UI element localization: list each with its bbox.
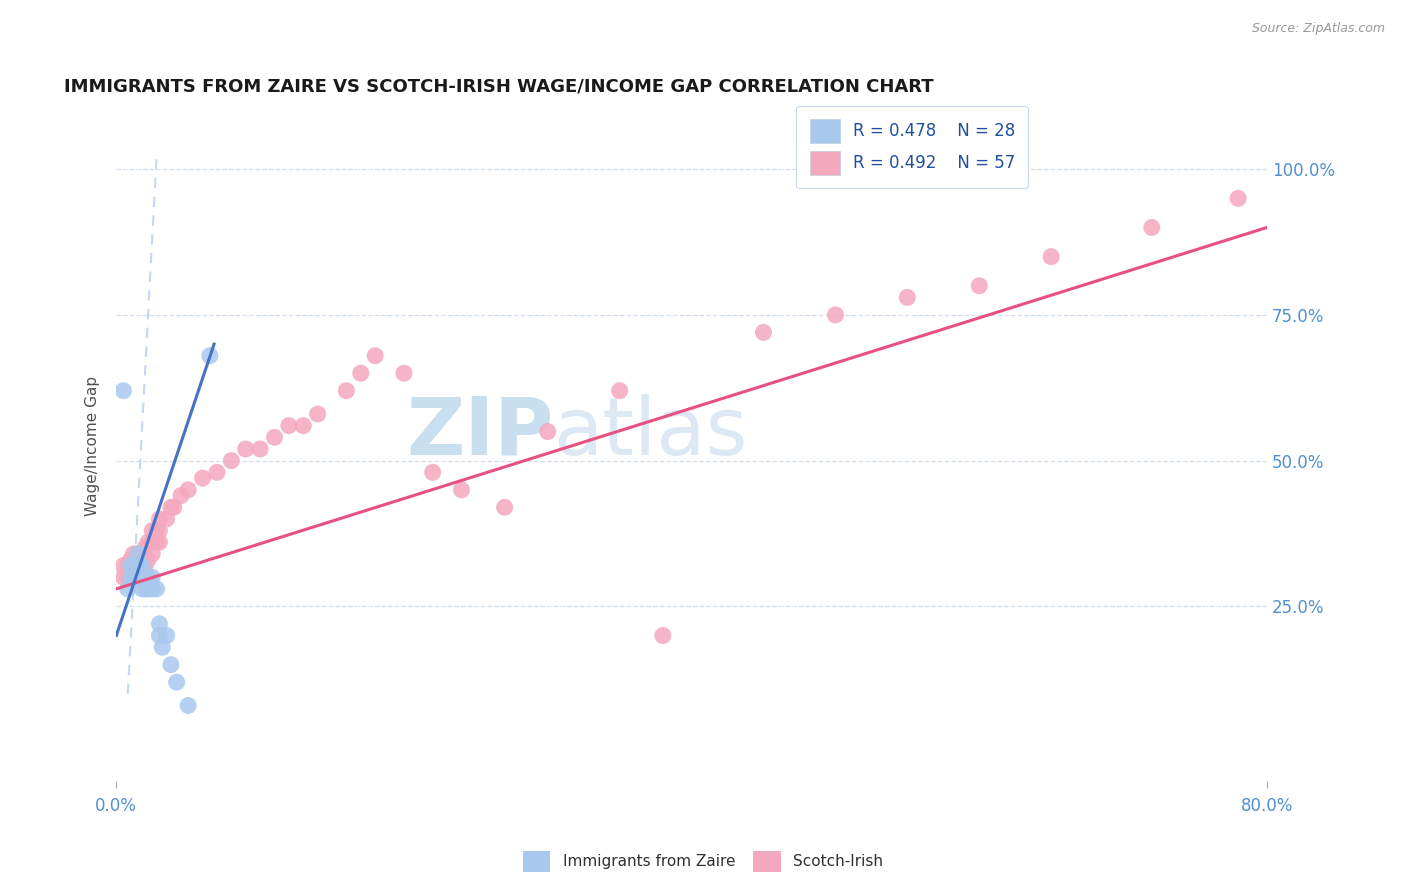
Point	[263, 430, 285, 444]
Point	[205, 466, 228, 480]
Point	[112, 558, 135, 573]
Point	[122, 547, 145, 561]
Point	[117, 558, 139, 573]
Point	[494, 500, 516, 515]
Point	[141, 570, 163, 584]
Point	[145, 582, 167, 596]
Point	[136, 582, 159, 596]
Point	[141, 547, 163, 561]
Point	[136, 535, 159, 549]
Point	[1227, 191, 1250, 205]
Point	[131, 558, 153, 573]
Point	[537, 425, 560, 439]
Point	[141, 535, 163, 549]
Point	[134, 570, 156, 584]
Point	[145, 524, 167, 538]
Point	[134, 582, 156, 596]
Point	[112, 570, 135, 584]
Text: ZIP: ZIP	[406, 393, 554, 472]
Point	[131, 547, 153, 561]
Point	[609, 384, 631, 398]
Point	[335, 384, 357, 398]
Point	[1140, 220, 1163, 235]
Point	[120, 553, 142, 567]
Point	[131, 582, 153, 596]
Point	[191, 471, 214, 485]
Point	[221, 453, 243, 467]
Point	[249, 442, 271, 456]
Point	[170, 489, 193, 503]
Point	[198, 349, 221, 363]
Point	[136, 570, 159, 584]
Point	[160, 657, 183, 672]
Point	[1040, 250, 1063, 264]
Point	[134, 541, 156, 555]
Point	[127, 547, 149, 561]
Point	[967, 278, 990, 293]
Point	[131, 558, 153, 573]
Point	[824, 308, 846, 322]
Point	[422, 466, 444, 480]
Point	[127, 570, 149, 584]
Point	[752, 326, 775, 340]
Point	[117, 570, 139, 584]
Point	[124, 558, 146, 573]
Point	[112, 384, 135, 398]
Point	[350, 366, 373, 380]
Point	[122, 558, 145, 573]
Point	[117, 582, 139, 596]
Point	[136, 553, 159, 567]
Point	[122, 558, 145, 573]
Point	[134, 558, 156, 573]
Point	[177, 483, 200, 497]
Point	[148, 524, 170, 538]
Point	[235, 442, 257, 456]
Point	[277, 418, 299, 433]
Legend: Immigrants from Zaire, Scotch-Irish: Immigrants from Zaire, Scotch-Irish	[515, 843, 891, 880]
Point	[156, 512, 179, 526]
Point	[292, 418, 315, 433]
Point	[141, 524, 163, 538]
Legend: R = 0.478    N = 28, R = 0.492    N = 57: R = 0.478 N = 28, R = 0.492 N = 57	[796, 106, 1028, 188]
Point	[127, 558, 149, 573]
Point	[364, 349, 387, 363]
Text: atlas: atlas	[554, 393, 748, 472]
Point	[148, 535, 170, 549]
Point	[148, 628, 170, 642]
Point	[156, 628, 179, 642]
Point	[120, 570, 142, 584]
Point	[307, 407, 329, 421]
Point	[163, 500, 186, 515]
Text: Source: ZipAtlas.com: Source: ZipAtlas.com	[1251, 22, 1385, 36]
Point	[127, 547, 149, 561]
Point	[651, 628, 673, 642]
Point	[177, 698, 200, 713]
Point	[148, 512, 170, 526]
Text: IMMIGRANTS FROM ZAIRE VS SCOTCH-IRISH WAGE/INCOME GAP CORRELATION CHART: IMMIGRANTS FROM ZAIRE VS SCOTCH-IRISH WA…	[65, 78, 934, 95]
Point	[122, 570, 145, 584]
Point	[127, 570, 149, 584]
Point	[896, 290, 918, 304]
Point	[166, 675, 188, 690]
Point	[145, 535, 167, 549]
Point	[160, 500, 183, 515]
Point	[122, 570, 145, 584]
Point	[148, 616, 170, 631]
Point	[120, 558, 142, 573]
Point	[120, 570, 142, 584]
Point	[392, 366, 415, 380]
Point	[131, 570, 153, 584]
Y-axis label: Wage/Income Gap: Wage/Income Gap	[86, 376, 100, 516]
Point	[150, 640, 173, 655]
Point	[127, 558, 149, 573]
Point	[450, 483, 472, 497]
Point	[141, 582, 163, 596]
